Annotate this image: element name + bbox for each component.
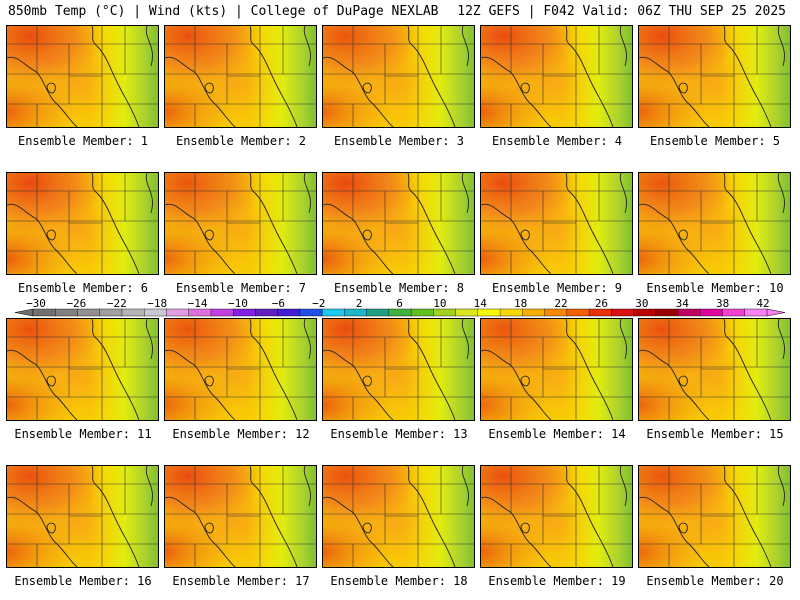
ensemble-member-map [322, 25, 475, 128]
colorbar-tick-label: 38 [715, 297, 730, 310]
colorbar-swatch [744, 308, 768, 317]
ensemble-member-label: Ensemble Member: 3 [333, 134, 465, 148]
colorbar-swatch [655, 308, 679, 317]
ensemble-member-map [322, 318, 475, 421]
ensemble-member-label: Ensemble Member: 15 [646, 427, 784, 441]
colorbar-tick-label: 14 [473, 297, 487, 310]
ensemble-member-map [638, 318, 791, 421]
colorbar-swatch [455, 308, 479, 317]
colorbar-tick-label: −6 [271, 297, 285, 310]
colorbar-tick-label: −18 [147, 297, 168, 310]
colorbar-swatch [210, 308, 234, 317]
ensemble-member-map [6, 465, 159, 568]
colorbar-tick-label: −26 [66, 297, 87, 310]
colorbar-tick-label: 42 [756, 297, 770, 310]
colorbar-tick-label: 34 [675, 297, 689, 310]
colorbar-swatch [144, 308, 168, 317]
colorbar-swatch [410, 308, 435, 317]
ensemble-member-label: Ensemble Member: 19 [488, 574, 626, 588]
colorbar-tick-label: −2 [312, 297, 326, 310]
colorbar-swatch [722, 308, 746, 317]
colorbar-swatch [32, 308, 56, 317]
colorbar-max-arrow [766, 308, 786, 317]
ensemble-member-label: Ensemble Member: 17 [172, 574, 310, 588]
ensemble-member-label: Ensemble Member: 5 [649, 134, 781, 148]
colorbar-swatch [166, 308, 190, 317]
colorbar-swatch [299, 308, 323, 317]
colorbar-swatch [366, 308, 390, 317]
colorbar-swatch [344, 308, 368, 317]
ensemble-member-map [638, 172, 791, 275]
colorbar-swatch [188, 308, 212, 317]
colorbar-swatch [121, 308, 145, 317]
ensemble-member-label: Ensemble Member: 8 [333, 281, 465, 295]
ensemble-member-label: Ensemble Member: 9 [491, 281, 623, 295]
ensemble-member-label: Ensemble Member: 18 [330, 574, 468, 588]
colorbar-swatch [700, 308, 724, 317]
colorbar-swatch [99, 308, 123, 317]
ensemble-member-map [638, 25, 791, 128]
colorbar-swatch [277, 308, 301, 317]
ensemble-member-label: Ensemble Member: 1 [17, 134, 149, 148]
ensemble-member-map [164, 465, 317, 568]
ensemble-member-map [322, 172, 475, 275]
temperature-colorbar [14, 308, 786, 317]
ensemble-member-map [164, 318, 317, 421]
colorbar-swatch [433, 308, 457, 317]
ensemble-member-label: Ensemble Member: 7 [175, 281, 307, 295]
colorbar-swatch [321, 308, 346, 317]
ensemble-member-map [164, 25, 317, 128]
colorbar-swatch [633, 308, 657, 317]
ensemble-member-label: Ensemble Member: 10 [646, 281, 784, 295]
colorbar-swatch [566, 308, 590, 317]
ensemble-member-label: Ensemble Member: 20 [646, 574, 784, 588]
colorbar-swatch [544, 308, 568, 317]
colorbar-swatch [611, 308, 635, 317]
colorbar-swatch [77, 308, 101, 317]
ensemble-member-map [480, 465, 633, 568]
colorbar-swatch [588, 308, 613, 317]
ensemble-member-map [6, 25, 159, 128]
colorbar-tick-label: −10 [228, 297, 248, 310]
ensemble-member-label: Ensemble Member: 11 [14, 427, 152, 441]
header-title: 850mb Temp (°C) | Wind (kts) | College o… [8, 4, 439, 19]
colorbar-swatch [677, 308, 701, 317]
colorbar-tick-label: 26 [594, 297, 609, 310]
colorbar-tick-label: 22 [554, 297, 568, 310]
ensemble-member-label: Ensemble Member: 12 [172, 427, 310, 441]
colorbar-tick-label: 6 [396, 297, 403, 310]
colorbar-swatch [255, 308, 279, 317]
header-valid-time: 12Z GEFS | F042 Valid: 06Z THU SEP 25 20… [457, 4, 786, 19]
ensemble-member-map [6, 318, 159, 421]
ensemble-member-map [6, 172, 159, 275]
colorbar-swatch [522, 308, 546, 317]
colorbar-swatch [388, 308, 412, 317]
ensemble-member-map [322, 465, 475, 568]
ensemble-member-label: Ensemble Member: 13 [330, 427, 468, 441]
colorbar-swatch [477, 308, 501, 317]
colorbar-tick-label: 18 [514, 297, 528, 310]
colorbar-tick-label: 2 [355, 297, 363, 310]
ensemble-member-label: Ensemble Member: 2 [175, 134, 307, 148]
colorbar-swatch [55, 308, 79, 317]
ensemble-member-map [638, 465, 791, 568]
ensemble-member-label: Ensemble Member: 4 [491, 134, 623, 148]
colorbar-tick-label: −14 [187, 297, 208, 310]
colorbar-tick-label: −22 [106, 297, 127, 310]
ensemble-member-map [164, 172, 317, 275]
ensemble-member-label: Ensemble Member: 14 [488, 427, 626, 441]
colorbar-min-arrow [14, 308, 34, 317]
ensemble-member-label: Ensemble Member: 6 [17, 281, 149, 295]
ensemble-member-label: Ensemble Member: 16 [14, 574, 152, 588]
ensemble-member-map [480, 172, 633, 275]
colorbar-swatch [232, 308, 257, 317]
colorbar-swatch [499, 308, 524, 317]
ensemble-member-map [480, 25, 633, 128]
colorbar-tick-label: 30 [635, 297, 649, 310]
colorbar-tick-label: −30 [26, 297, 46, 310]
colorbar-tick-label: 10 [433, 297, 447, 310]
ensemble-member-map [480, 318, 633, 421]
